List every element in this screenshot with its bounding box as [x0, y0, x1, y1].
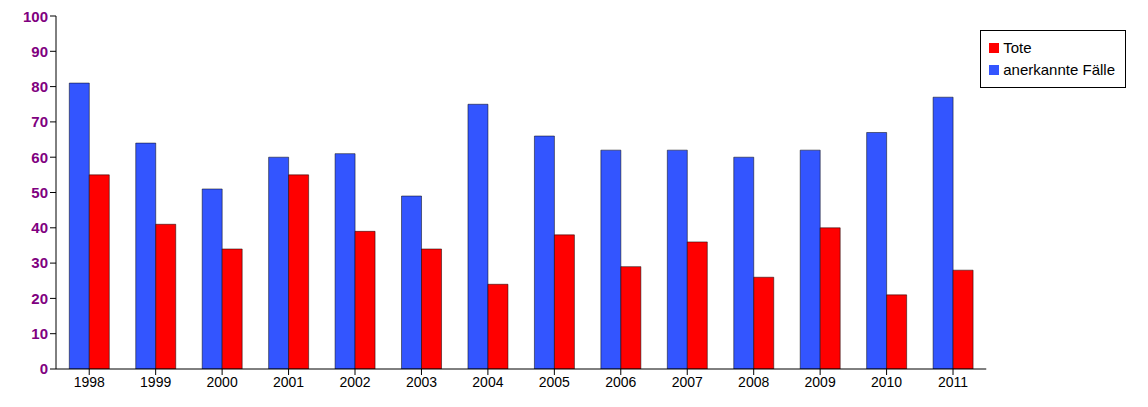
svg-text:0: 0 [40, 360, 48, 377]
svg-text:2006: 2006 [605, 374, 636, 390]
svg-text:2002: 2002 [339, 374, 370, 390]
html-text:anerkannte Fälle: anerkannte Fälle [1003, 61, 1115, 78]
svg-text:2010: 2010 [871, 374, 902, 390]
svg-text:40: 40 [31, 219, 48, 236]
svg-text:2008: 2008 [738, 374, 769, 390]
svg-text:70: 70 [31, 113, 48, 130]
svg-text:1998: 1998 [74, 374, 105, 390]
svg-text:30: 30 [31, 254, 48, 271]
svg-text:2011: 2011 [938, 374, 968, 390]
svg-text:80: 80 [31, 78, 48, 95]
svg-text:2009: 2009 [805, 374, 836, 390]
svg-text:90: 90 [31, 43, 48, 60]
svg-text:1999: 1999 [140, 374, 171, 390]
svg-text:100: 100 [23, 8, 48, 25]
svg-text:50: 50 [31, 184, 48, 201]
svg-text:2007: 2007 [672, 374, 703, 390]
svg-text:20: 20 [31, 290, 48, 307]
svg-text:60: 60 [31, 149, 48, 166]
svg-text:10: 10 [31, 325, 48, 342]
svg-text:2001: 2001 [273, 374, 304, 390]
svg-text:2005: 2005 [539, 374, 570, 390]
svg-text:2004: 2004 [472, 374, 503, 390]
svg-text:2000: 2000 [207, 374, 238, 390]
html-text:Tote: Tote [1003, 39, 1032, 56]
svg-text:2003: 2003 [406, 374, 437, 390]
